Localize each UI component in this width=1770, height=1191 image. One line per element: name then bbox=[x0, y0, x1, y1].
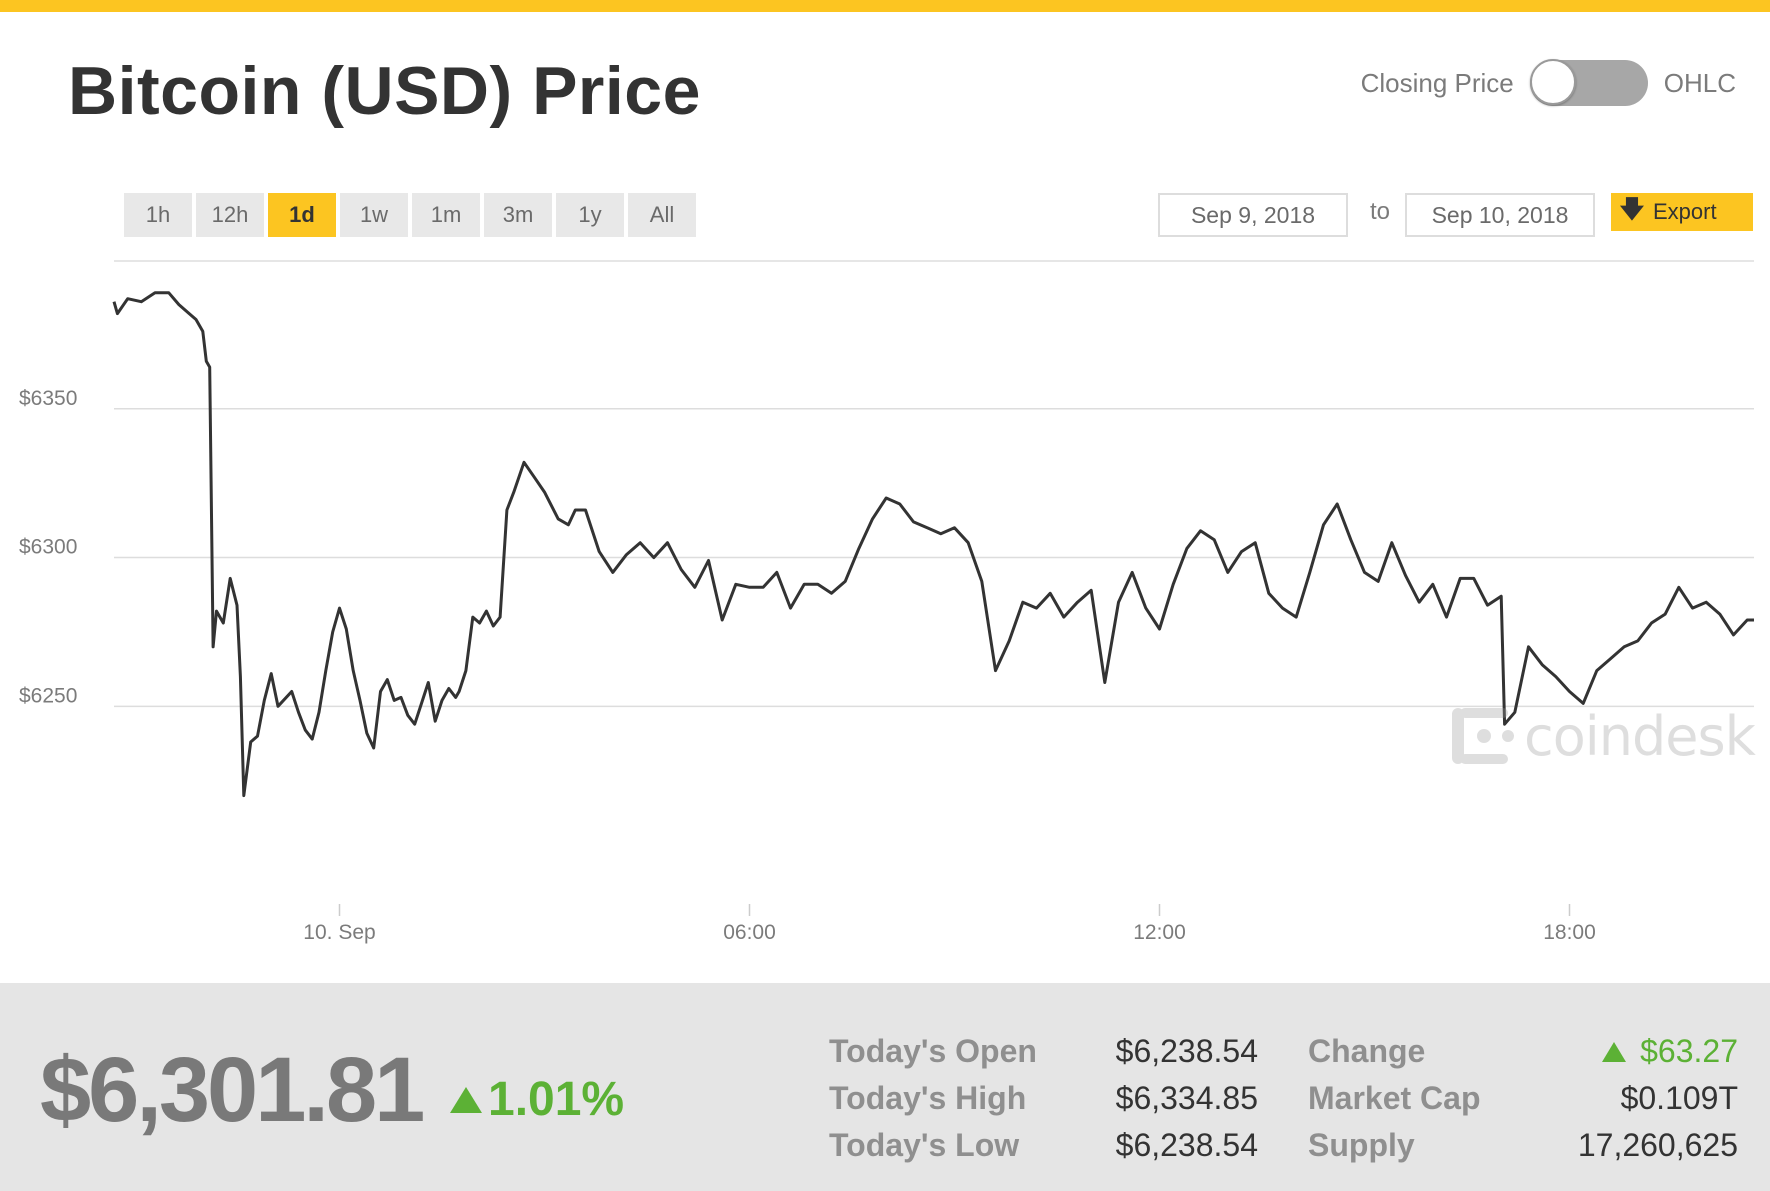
x-tick-label: 10. Sep bbox=[303, 921, 375, 944]
range-button-3m[interactable]: 3m bbox=[484, 193, 552, 237]
toggle-knob[interactable] bbox=[1529, 59, 1576, 105]
high-value: $6,334.85 bbox=[1115, 1080, 1258, 1116]
range-button-1h[interactable]: 1h bbox=[124, 193, 192, 237]
price-change-percent: 1.01% bbox=[450, 1072, 624, 1127]
coindesk-watermark: coindesk bbox=[1452, 704, 1756, 768]
date-separator: to bbox=[1370, 198, 1391, 225]
up-arrow-icon bbox=[1602, 1041, 1627, 1062]
up-arrow-icon bbox=[450, 1086, 482, 1113]
range-button-12h[interactable]: 12h bbox=[196, 193, 264, 237]
start-date-input[interactable]: Sep 9, 2018 bbox=[1158, 193, 1348, 237]
export-button[interactable]: 🡇 Export bbox=[1611, 193, 1753, 231]
page-title: Bitcoin (USD) Price bbox=[68, 53, 701, 129]
change-amount: $63.27 bbox=[1640, 1033, 1738, 1069]
range-button-1w[interactable]: 1w bbox=[340, 193, 408, 237]
x-tick-label: 18:00 bbox=[1543, 921, 1596, 944]
export-label: Export bbox=[1653, 199, 1717, 224]
price-line bbox=[112, 291, 1754, 798]
range-button-1d[interactable]: 1d bbox=[268, 193, 336, 237]
market-cap-value: $0.109T bbox=[1620, 1080, 1738, 1116]
low-value: $6,238.54 bbox=[1115, 1127, 1258, 1163]
price-mode-toggle-group: Closing Price OHLC bbox=[1361, 58, 1736, 108]
y-axis-labels: $6250 $6300 $6350 bbox=[19, 387, 77, 708]
ohlc-label: OHLC bbox=[1663, 67, 1736, 98]
y-tick-label: $6250 bbox=[19, 684, 77, 707]
end-date-input[interactable]: Sep 10, 2018 bbox=[1405, 193, 1595, 237]
low-label: Today's Low bbox=[829, 1127, 1020, 1163]
top-accent-bar bbox=[0, 0, 1770, 12]
high-label: Today's High bbox=[829, 1080, 1027, 1116]
market-cap-label: Market Cap bbox=[1308, 1080, 1481, 1116]
grid-layer bbox=[114, 260, 1754, 708]
supply-value: 17,260,625 bbox=[1577, 1127, 1738, 1163]
range-button-all[interactable]: All bbox=[628, 193, 696, 237]
change-value: $63.27 bbox=[1602, 1033, 1738, 1070]
current-price: $6,301.81 bbox=[40, 1039, 425, 1141]
x-tick-label: 12:00 bbox=[1133, 921, 1186, 944]
summary-panel bbox=[0, 983, 1770, 1191]
x-axis: 10. Sep 06:00 12:00 18:00 bbox=[303, 904, 1596, 944]
y-tick-label: $6300 bbox=[19, 536, 77, 559]
change-label: Change bbox=[1308, 1033, 1426, 1069]
range-selector: 1h 12h 1d 1w 1m 3m 1y All bbox=[124, 193, 696, 237]
y-tick-label: $6350 bbox=[19, 387, 77, 410]
download-arrow-icon: 🡇 bbox=[1619, 195, 1645, 223]
coindesk-logo-icon bbox=[1452, 708, 1514, 764]
range-button-1y[interactable]: 1y bbox=[556, 193, 624, 237]
price-mode-toggle[interactable] bbox=[1529, 59, 1648, 106]
open-value: $6,238.54 bbox=[1115, 1033, 1258, 1069]
closing-price-label: Closing Price bbox=[1360, 67, 1514, 98]
watermark-text: coindesk bbox=[1524, 704, 1756, 768]
price-chart: $6250 $6300 $6350 10. Sep 06:00 12:00 18:00 bbox=[19, 260, 1754, 944]
open-label: Today's Open bbox=[829, 1033, 1037, 1069]
supply-label: Supply bbox=[1308, 1127, 1415, 1163]
range-button-1m[interactable]: 1m bbox=[412, 193, 480, 237]
change-percent-value: 1.01% bbox=[488, 1073, 625, 1126]
x-tick-label: 06:00 bbox=[723, 921, 776, 944]
